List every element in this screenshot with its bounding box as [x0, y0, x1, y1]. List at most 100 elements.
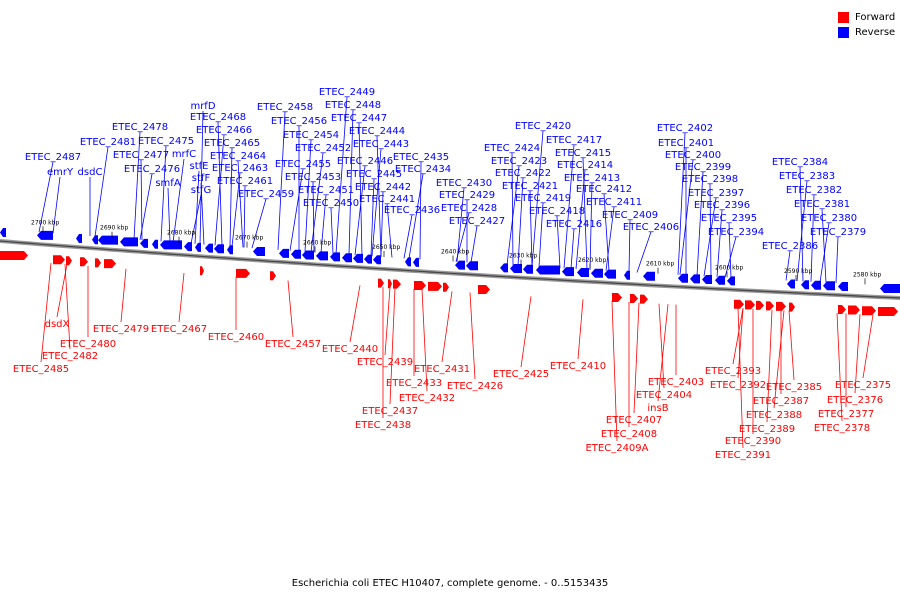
reverse-gene-arrow [353, 253, 363, 263]
reverse-leader-line [243, 185, 246, 248]
reverse-gene-label: ETEC_2427 [449, 216, 505, 227]
reverse-gene-label: ETEC_2379 [810, 227, 866, 238]
forward-gene-arrow [236, 268, 250, 278]
forward-gene-label: ETEC_2480 [60, 339, 116, 350]
forward-legend-label: Forward [855, 12, 896, 23]
reverse-gene-label: ETEC_2424 [484, 143, 540, 154]
forward-swatch [838, 12, 849, 23]
forward-gene-label: ETEC_2408 [601, 429, 657, 440]
legend: Forward Reverse [838, 10, 895, 40]
reverse-gene-label: ETEC_2446 [337, 156, 393, 167]
reverse-gene-label: ETEC_2456 [271, 116, 327, 127]
reverse-leader-line [94, 146, 109, 237]
reverse-gene-label: ETEC_2449 [319, 87, 375, 98]
forward-leader-line [577, 299, 584, 360]
reverse-leader-line [556, 215, 561, 269]
forward-gene-arrow [862, 306, 876, 316]
forward-gene-label: ETEC_2392 [710, 380, 766, 391]
reverse-leader-line [529, 190, 533, 267]
reverse-leader-line [696, 171, 704, 276]
reverse-legend-label: Reverse [855, 27, 896, 38]
reverse-leader-line [819, 222, 830, 283]
reverse-gene-label: stfE [190, 161, 209, 172]
reverse-leader-line [716, 209, 723, 277]
reverse-gene-label: ETEC_2481 [80, 137, 136, 148]
reverse-leader-line [52, 176, 61, 234]
reverse-gene-arrow [577, 267, 589, 277]
reverse-leader-line [517, 177, 524, 266]
forward-leader-line [441, 291, 453, 363]
forward-gene-label: dsdX [45, 319, 70, 330]
reverse-leader-line [190, 194, 202, 244]
forward-gene-label: ETEC_2391 [715, 450, 771, 461]
reverse-gene-arrow [184, 242, 192, 252]
reverse-gene-arrow [690, 274, 700, 284]
forward-gene-label: ETEC_2387 [753, 396, 809, 407]
reverse-gene-label: ETEC_2434 [395, 164, 451, 175]
reverse-gene-labels: ETEC_2487 emrY dsdC ETEC_2481 ETEC_2478 ETEC_… [25, 87, 866, 252]
gene-features [0, 228, 900, 316]
reverse-leader-line [582, 157, 588, 270]
forward-gene-label: ETEC_2433 [386, 378, 442, 389]
axis-tick-label: 2580 kbp [853, 271, 881, 278]
reverse-leader-line [709, 183, 712, 277]
forward-leader-line [732, 308, 744, 365]
forward-gene-label: ETEC_2467 [151, 324, 207, 335]
forward-gene-arrow [848, 305, 860, 315]
reverse-leader-line [237, 160, 244, 248]
forward-gene-label: ETEC_2378 [814, 423, 870, 434]
reverse-gene-label: ETEC_2397 [688, 188, 744, 199]
forward-leader-line [178, 273, 185, 323]
forward-gene-label: ETEC_2410 [550, 361, 606, 372]
reverse-gene-arrow [342, 253, 352, 263]
forward-gene-label: ETEC_2437 [362, 406, 418, 417]
reverse-gene-arrow [0, 228, 6, 237]
forward-gene-arrow [838, 305, 846, 315]
forward-gene-label: insB [647, 403, 668, 414]
reverse-gene-label: ETEC_2436 [384, 205, 440, 216]
reverse-leader-line [133, 131, 141, 240]
reverse-gene-arrow [702, 275, 712, 285]
reverse-leader-line [511, 152, 514, 266]
reverse-leader-line [380, 191, 384, 257]
forward-gene-arrow [393, 279, 401, 289]
reverse-gene-label: ETEC_2477 [113, 150, 169, 161]
reverse-gene-label: ETEC_2464 [210, 151, 266, 162]
forward-gene-arrow [66, 256, 72, 266]
reverse-gene-arrow [364, 254, 372, 264]
reverse-gene-arrow [373, 255, 381, 265]
reverse-swatch [838, 27, 849, 38]
forward-leader-line [854, 314, 861, 394]
reverse-gene-label: ETEC_2468 [190, 112, 246, 123]
reverse-gene-label: ETEC_2463 [212, 163, 268, 174]
forward-leader-line [657, 304, 669, 402]
forward-gene-label: ETEC_2425 [493, 369, 549, 380]
forward-leader-line [520, 296, 532, 368]
reverse-gene-label: ETEC_2394 [708, 227, 764, 238]
reverse-leader-line [810, 194, 815, 282]
reverse-leader-line [310, 152, 324, 253]
forward-gene-label: ETEC_2431 [414, 364, 470, 375]
reverse-leader-line [277, 111, 286, 250]
reverse-gene-label: ETEC_2459 [238, 189, 294, 200]
reverse-leader-line [728, 222, 732, 278]
reverse-leader-line [724, 236, 737, 278]
forward-gene-label: ETEC_2389 [739, 424, 795, 435]
reverse-gene-label: ETEC_2423 [491, 156, 547, 167]
forward-leader-line [611, 301, 618, 442]
forward-gene-arrow [95, 258, 101, 268]
reverse-gene-label: ETEC_2475 [138, 136, 194, 147]
reverse-leader-line [636, 231, 652, 273]
reverse-gene-label: ETEC_2461 [217, 176, 273, 187]
reverse-gene-arrow [510, 263, 522, 273]
forward-gene-arrow [428, 281, 442, 291]
reverse-gene-arrow [624, 270, 630, 280]
reverse-leader-line [194, 170, 200, 244]
axis-tick-label: 2630 kbp [509, 253, 537, 260]
reverse-gene-arrow [92, 235, 98, 245]
reverse-gene-label: ETEC_2414 [557, 160, 613, 171]
reverse-gene-label: stfG [191, 185, 211, 196]
reverse-gene-arrow [727, 276, 735, 286]
forward-leader-line [64, 264, 71, 350]
forward-gene-label: ETEC_2404 [636, 390, 692, 401]
